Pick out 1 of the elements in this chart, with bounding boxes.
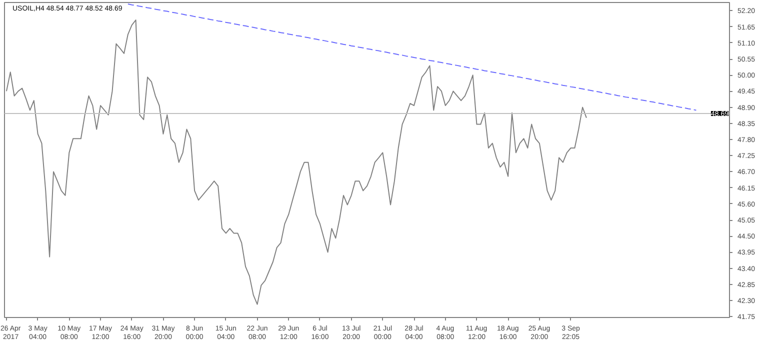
line-series: [127, 3, 697, 111]
